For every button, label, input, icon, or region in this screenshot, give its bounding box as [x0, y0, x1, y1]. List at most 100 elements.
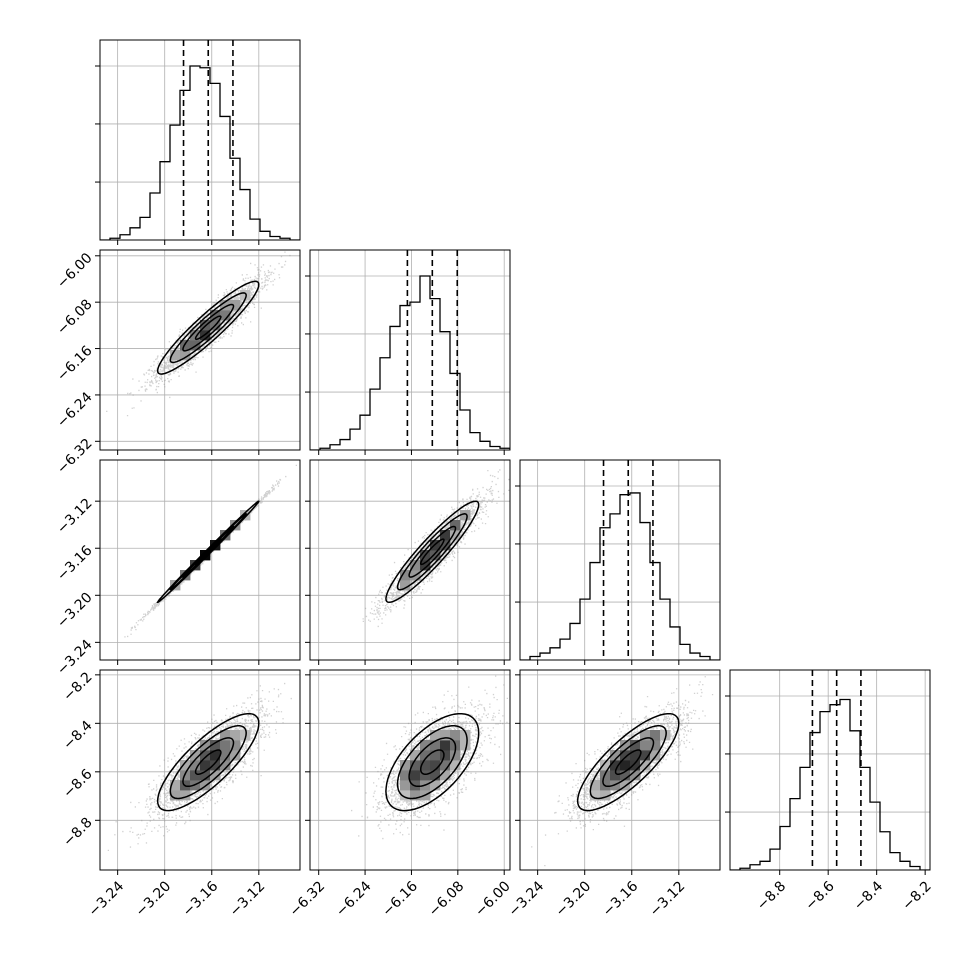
density-block-3-9-10: [190, 760, 201, 771]
x-tick-label-1-4: −6.00: [472, 878, 514, 920]
density-block-5-9-10: [610, 760, 621, 771]
density-block-0-13-14: [230, 300, 241, 311]
histogram-frame-2: [519, 459, 721, 661]
density-block-5-10-11: [620, 750, 631, 761]
density-block-3-12-11: [220, 750, 231, 761]
density-block-3-10-12: [200, 740, 211, 751]
density-block-4-10-9: [410, 770, 421, 781]
density-block-4-9-10: [400, 760, 411, 771]
density-block-5-13-13: [650, 730, 661, 741]
density-block-3-11-12: [210, 740, 221, 751]
scatter-panel-3: [100, 670, 300, 870]
density-block-5-10-12: [620, 740, 631, 751]
density-block-4-15-13: [460, 730, 471, 741]
histogram-panel-1: [310, 250, 510, 450]
density-block-4-12-11: [430, 750, 441, 761]
x-tick-label-2-0: −3.24: [506, 878, 548, 920]
histogram-panel-3: [730, 670, 930, 870]
contour-4-2: [396, 725, 468, 800]
density-block-4-13-13: [440, 730, 451, 741]
histogram-frame-1: [309, 249, 511, 451]
density-block-3-9-11: [190, 750, 201, 761]
x-tick-label-1-0: −6.32: [287, 878, 329, 920]
scatter-panel-0: [100, 250, 300, 450]
density-block-4-15-12: [460, 740, 471, 751]
density-block-3-7-7: [170, 790, 181, 801]
x-tick-label-3-3: −8.2: [899, 878, 934, 913]
density-block-5-11-11: [630, 750, 641, 761]
scatter-panel-5: [520, 670, 720, 870]
y-tick-label-3-1: −8.6: [60, 766, 95, 801]
density-block-0-11-13: [210, 310, 221, 321]
histogram-steps-2: [520, 492, 720, 660]
x-tick-label-2-3: −3.12: [647, 878, 689, 920]
density-block-4-10-11: [410, 750, 421, 761]
y-tick-label-1-2: −6.16: [54, 343, 96, 385]
scatter-panel-2: [310, 460, 510, 660]
density-block-3-13-13: [230, 730, 241, 741]
density-block-5-11-12: [630, 740, 641, 751]
density-block-2-10-9: [410, 560, 421, 571]
density-block-4-14-10: [450, 760, 461, 771]
contour-0-2: [169, 292, 247, 364]
x-tick-label-2-1: −3.20: [553, 878, 595, 920]
density-block-4-11-11: [420, 750, 431, 761]
contour-0-1: [182, 303, 235, 352]
x-tick-label-2-2: −3.16: [600, 878, 642, 920]
density-block-1-13-13: [230, 520, 241, 531]
density-block-0-8-9: [180, 350, 191, 361]
contour-3-1: [182, 737, 235, 788]
histogram-steps-1: [310, 275, 510, 450]
density-block-3-10-10: [200, 760, 211, 771]
density-block-5-11-10: [630, 760, 641, 771]
contour-5-1: [602, 737, 655, 788]
density-block-4-14-11: [450, 750, 461, 761]
density-block-5-7-7: [590, 790, 601, 801]
density-block-3-14-13: [240, 730, 251, 741]
contour-5-3: [576, 712, 680, 812]
density-block-5-11-9: [630, 770, 641, 781]
y-tick-label-2-2: −3.16: [54, 543, 96, 585]
y-tick-label-2-0: −3.24: [54, 637, 96, 679]
density-block-4-13-9: [440, 770, 451, 781]
x-tick-label-3-1: −8.6: [802, 878, 837, 913]
density-block-2-15-14: [460, 510, 471, 521]
y-tick-label-2-1: −3.20: [54, 590, 96, 632]
density-block-5-8-10: [600, 760, 611, 771]
histogram-panel-0: [100, 40, 300, 240]
contour-4-1: [408, 737, 457, 788]
density-block-3-12-12: [220, 740, 231, 751]
y-tick-label-1-4: −6.00: [54, 250, 96, 292]
scatter-frame-0: [99, 249, 301, 451]
contour-3-0: [194, 749, 222, 775]
density-block-5-13-12: [650, 740, 661, 751]
density-block-4-11-9: [420, 770, 431, 781]
density-block-5-7-8: [590, 780, 601, 791]
histogram-steps-0: [100, 65, 300, 240]
contour-0-0: [194, 315, 222, 341]
contour-1-0: [194, 538, 223, 566]
density-block-3-7-8: [170, 780, 181, 791]
scatter-frame-5: [519, 669, 721, 871]
contour-2-0: [419, 538, 445, 566]
density-block-5-12-10: [640, 760, 651, 771]
contour-4-3: [385, 712, 480, 812]
scatter-frame-4: [309, 669, 511, 871]
x-tick-label-0-1: −3.20: [133, 878, 175, 920]
scatter-frame-3: [99, 669, 301, 871]
density-block-4-11-12: [420, 740, 431, 751]
density-block-2-9-8: [400, 570, 411, 581]
density-block-2-14-13: [450, 520, 461, 531]
density-block-5-10-9: [620, 770, 631, 781]
density-block-4-14-13: [450, 730, 461, 741]
y-tick-label-2-3: −3.12: [54, 496, 96, 538]
histogram-steps-3: [730, 698, 930, 870]
scatter-panel-1: [100, 460, 300, 660]
contour-5-0: [614, 749, 642, 775]
density-block-5-10-8: [620, 780, 631, 791]
y-tick-label-1-1: −6.24: [54, 389, 96, 431]
x-tick-label-0-3: −3.12: [227, 878, 269, 920]
density-block-4-12-12: [430, 740, 441, 751]
density-block-4-9-7: [400, 790, 411, 801]
